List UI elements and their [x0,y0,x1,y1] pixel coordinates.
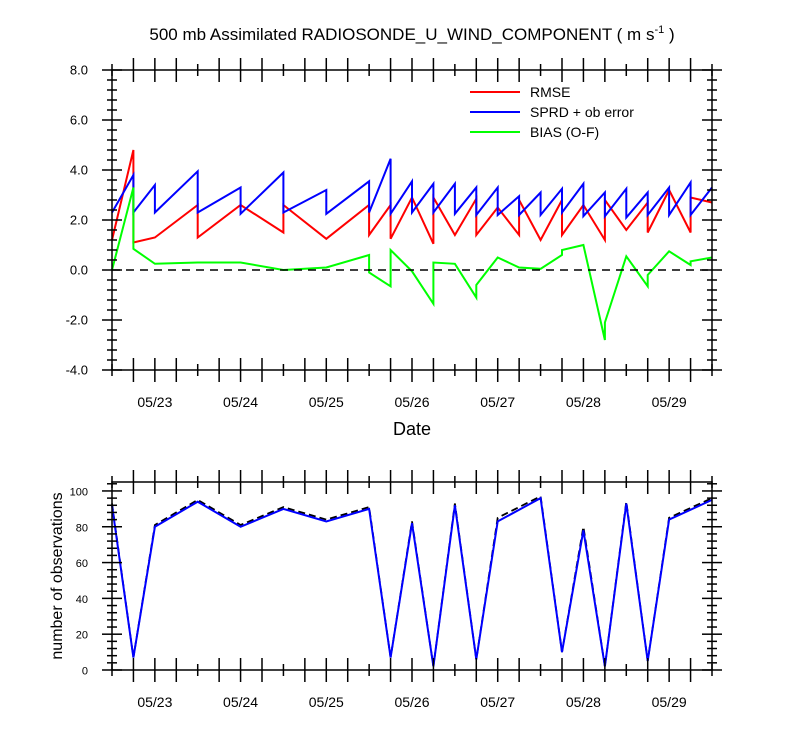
x-tick-label: 05/27 [480,394,515,410]
y-tick-label: -4.0 [66,363,88,378]
y-tick-label: 6.0 [70,113,88,128]
legend-label-bias-o-f: BIAS (O-F) [530,124,599,140]
series-line-possible-observations [111,494,713,667]
series-line-assimilated-observations [111,496,713,667]
series-line-sprd-ob-error [111,158,713,221]
x-tick-label: 05/23 [137,394,172,410]
x-tick-label: 05/23 [137,694,172,710]
legend: RMSE SPRD + ob error BIAS (O-F) [470,84,634,140]
series-line-bias-o-f [111,187,713,341]
x-tick-label: 05/25 [309,394,344,410]
top-panel: -4.0-2.00.02.04.06.08.0 05/23 05/24 05/25 0… [66,58,722,439]
x-tick-label: 05/29 [652,694,687,710]
bottom-series-group [111,494,713,667]
series-line-rmse [111,149,713,245]
bottom-plot-frame [111,481,713,671]
bottom-x-tick-labels: 05/23 05/24 05/25 05/26 05/27 05/28 05/29 [137,694,687,710]
x-tick-label: 05/27 [480,694,515,710]
y-tick-label: 0 [82,666,88,678]
x-tick-label: 05/29 [652,394,687,410]
y-tick-label: 60 [76,558,88,570]
x-tick-label: 05/25 [309,694,344,710]
y-tick-label: 4.0 [70,163,88,178]
legend-label-sprd-ob-error: SPRD + ob error [530,104,634,120]
y-tick-label: -2.0 [66,313,88,328]
y-tick-label: 40 [76,594,88,606]
x-tick-label: 05/24 [223,694,258,710]
x-tick-label: 05/28 [566,694,601,710]
y-tick-label: 8.0 [70,63,88,78]
y-axis-label: number of observations [49,492,66,659]
x-tick-label: 05/26 [394,694,429,710]
y-tick-label: 100 [70,486,88,498]
y-tick-label: 2.0 [70,213,88,228]
bottom-y-tick-labels: 0 20 40 60 80 100 [70,486,88,677]
chart-title: 500 mb Assimilated RADIOSONDE_U_WIND_COM… [149,24,674,44]
top-plot-frame [111,69,713,371]
legend-label-rmse: RMSE [530,84,570,100]
y-tick-label: 0.0 [70,263,88,278]
x-tick-label: 05/26 [394,394,429,410]
x-axis-label: Date [393,419,431,439]
x-tick-label: 05/24 [223,394,258,410]
y-tick-label: 80 [76,522,88,534]
top-series-group [111,149,713,341]
top-y-tick-labels: -4.0 -2.0 0.0 2.0 4.0 6.0 8.0 [66,63,88,378]
y-tick-label: 20 [76,630,88,642]
top-x-tick-labels: 05/23 05/24 05/25 05/26 05/27 05/28 05/29 [137,394,687,410]
x-tick-label: 05/28 [566,394,601,410]
